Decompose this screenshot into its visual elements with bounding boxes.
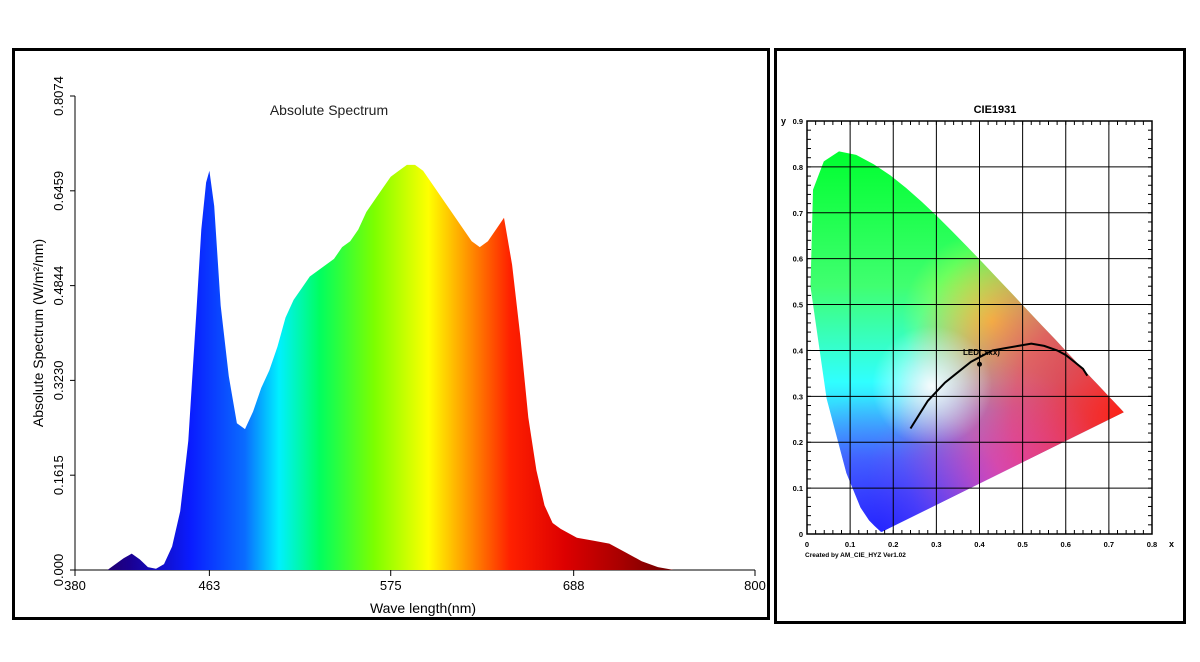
cie-xlabel: x [1169, 539, 1174, 549]
spectrum-y-tick-label: 0.4844 [51, 266, 66, 306]
cie-x-tick-label: 0.1 [845, 540, 855, 549]
cie-plot-frame [806, 120, 1153, 535]
spectrum-y-tick-label: 0.8074 [51, 76, 66, 116]
spectrum-chart: 380 463 575 688 800 0.000 0.1615 0.3230 0.4844 0… [30, 76, 766, 616]
spectrum-area [75, 164, 691, 570]
spectrum-x-tick-label: 463 [199, 578, 221, 593]
spectrum-title: Absolute Spectrum [270, 102, 388, 118]
spectrum-x-tick-label: 688 [563, 578, 585, 593]
cie-panel: CIE1931 0 0.1 0.2 0.3 0.4 0.5 0.6 0.7 0.8 0 0.1 0.… [774, 48, 1186, 624]
cie-chart: CIE1931 0 0.1 0.2 0.3 0.4 0.5 0.6 0.7 0.8 0 0.1 0.… [781, 104, 1174, 559]
cie-x-tick-label: 0.2 [888, 540, 898, 549]
planckian-locus-line [909, 342, 1089, 430]
spectrum-x-tick-label: 380 [64, 578, 86, 593]
cie-y-tick-label: 0 [799, 530, 803, 539]
spectrum-xlabel: Wave length(nm) [370, 600, 476, 616]
spectrum-y-tick-label: 0.6459 [51, 171, 66, 211]
cie-y-tick-label: 0.2 [793, 438, 803, 447]
cie-gamut [810, 151, 1124, 532]
spectrum-x-tick-label: 800 [744, 578, 766, 593]
cie-x-tick-label: 0.5 [1017, 540, 1027, 549]
cie-ylabel: y [781, 116, 786, 126]
cie-x-tick-label: 0.6 [1061, 540, 1071, 549]
spectrum-ylabel: Absolute Spectrum (W/m²/nm) [30, 239, 46, 427]
cie-point-label: LED(.xxx) [963, 348, 1000, 357]
cie-x-tick-label: 0.4 [974, 540, 985, 549]
cie-y-tick-label: 0.1 [793, 484, 803, 493]
cie-x-tick-label: 0.7 [1104, 540, 1114, 549]
spectrum-y-tick-label: 0.000 [51, 554, 66, 587]
cie-y-tick-label: 0.5 [793, 301, 803, 310]
cie-title: CIE1931 [974, 104, 1017, 116]
cie-y-tick-label: 0.6 [793, 255, 803, 264]
cie-y-tick-label: 0.3 [793, 392, 803, 401]
spectrum-y-tick-label: 0.3230 [51, 360, 66, 400]
spectrum-x-tick-label: 575 [380, 578, 402, 593]
cie-point-marker [977, 361, 982, 367]
cie-y-tick-label: 0.9 [793, 117, 803, 126]
spectrum-panel: 380 463 575 688 800 0.000 0.1615 0.3230 0.4844 0… [12, 48, 770, 620]
spectrum-y-tick-label: 0.1615 [51, 455, 66, 495]
cie-x-tick-label: 0.8 [1147, 540, 1157, 549]
cie-x-tick-label: 0 [805, 540, 809, 549]
cie-y-tick-label: 0.8 [793, 163, 803, 172]
cie-y-tick-label: 0.4 [793, 346, 804, 355]
cie-footer: Created by AM_CIE_HYZ Ver1.02 [805, 552, 906, 559]
cie-x-tick-label: 0.3 [931, 540, 941, 549]
cie-y-tick-label: 0.7 [793, 209, 803, 218]
